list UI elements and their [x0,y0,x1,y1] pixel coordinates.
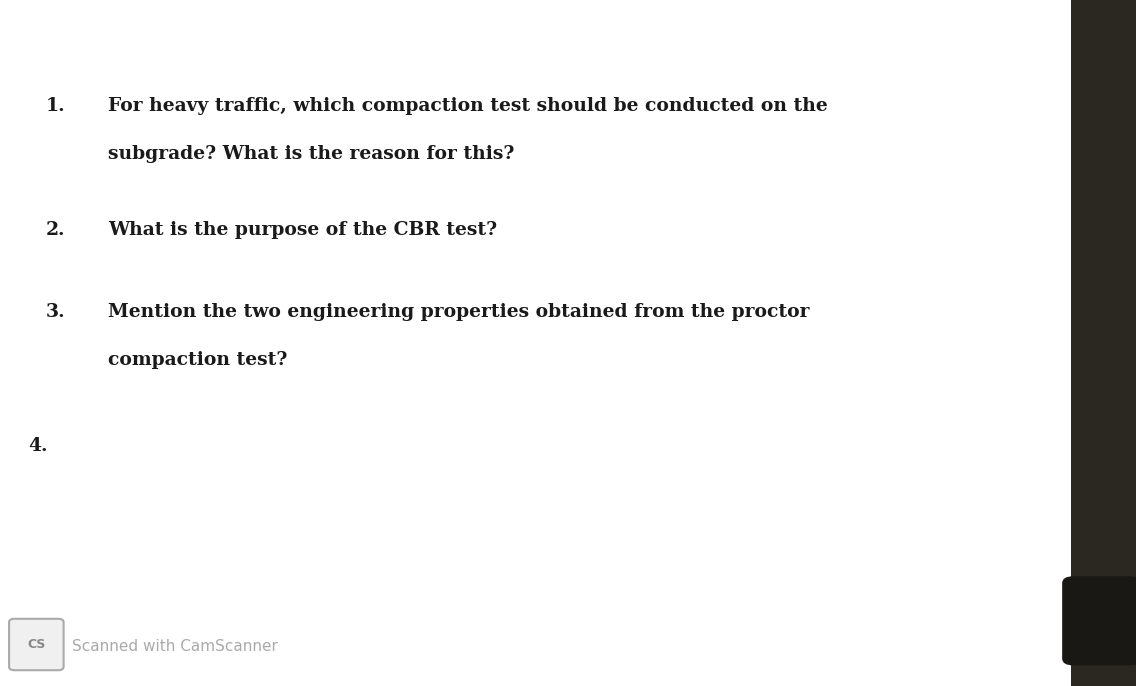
FancyBboxPatch shape [1062,576,1136,665]
Text: compaction test?: compaction test? [108,351,287,369]
Text: 3.: 3. [45,303,65,321]
Text: 1.: 1. [45,97,65,115]
Text: CS: CS [27,638,45,651]
FancyBboxPatch shape [1071,0,1136,686]
Text: For heavy traffic, which compaction test should be conducted on the: For heavy traffic, which compaction test… [108,97,828,115]
Text: Scanned with CamScanner: Scanned with CamScanner [72,639,277,654]
Text: What is the purpose of the CBR test?: What is the purpose of the CBR test? [108,221,498,239]
Text: 4.: 4. [28,437,48,455]
FancyBboxPatch shape [9,619,64,670]
Text: subgrade? What is the reason for this?: subgrade? What is the reason for this? [108,145,515,163]
Text: 2.: 2. [45,221,65,239]
Text: Mention the two engineering properties obtained from the proctor: Mention the two engineering properties o… [108,303,810,321]
